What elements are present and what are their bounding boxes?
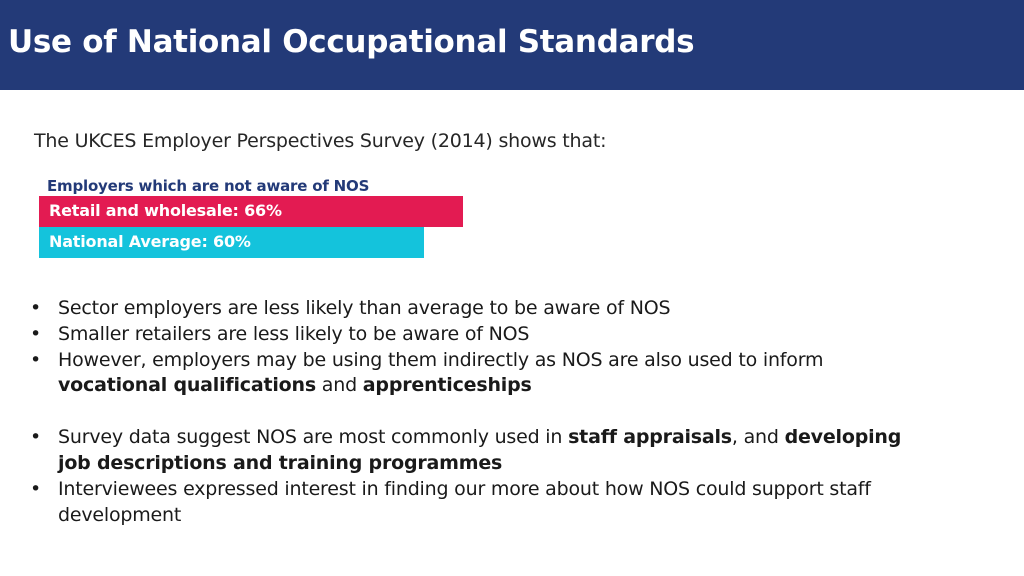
bullet-marker: • [30,297,42,319]
chart-title: Employers which are not aware of NOS [47,177,370,195]
bullet-bold-text: staff appraisals [568,426,732,449]
bullet-text: However, employers may be using them ind… [58,348,824,371]
bar-retail-wholesale: Retail and wholesale: 66% [39,196,463,227]
bar-national-average: National Average: 60% [39,227,424,258]
bullet-bold-text: developing job descriptions and training… [58,426,902,474]
bullet-bold-text: vocational qualifications [58,374,316,397]
bullet-text: , and [731,426,785,449]
list-item: • However, employers may be using them i… [30,348,930,400]
bullet-text: Sector employers are less likely than av… [58,297,671,319]
list-item: • Smaller retailers are less likely to b… [30,322,930,348]
bullet-text: Smaller retailers are less likely to be … [58,322,530,345]
list-item: • Survey data suggest NOS are most commo… [30,425,930,477]
bullet-marker: • [30,426,42,449]
bar-label-national-average: National Average: 60% [49,232,251,251]
list-item: • Sector employers are less likely than … [30,296,930,322]
bullet-bold-text: apprenticeships [362,374,532,397]
awareness-bar-chart: Employers which are not aware of NOS Ret… [39,176,479,266]
bar-label-retail-wholesale: Retail and wholesale: 66% [49,201,282,220]
list-item: • Interviewees expressed interest in fin… [30,477,930,529]
bullet-text: Interviewees expressed interest in findi… [58,477,871,526]
header-bar: Use of National Occupational Standards [0,0,1024,90]
bullet-marker: • [30,477,42,500]
bullet-marker: • [30,348,42,371]
bullet-text: Survey data suggest NOS are most commonl… [58,426,569,449]
bullet-marker: • [30,322,42,345]
intro-text: The UKCES Employer Perspectives Survey (… [34,130,607,152]
bullet-text: and [315,374,363,397]
page-title: Use of National Occupational Standards [8,24,695,60]
bullet-list: • Sector employers are less likely than … [30,296,930,528]
